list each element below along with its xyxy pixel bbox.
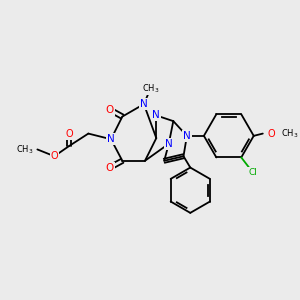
Text: CH$_3$: CH$_3$ [16,143,34,156]
Text: O: O [106,163,114,172]
Text: O: O [267,129,275,139]
Text: CH$_3$: CH$_3$ [281,127,298,140]
Text: O: O [106,105,114,115]
Text: O: O [65,129,73,139]
Text: Cl: Cl [248,168,257,177]
Text: CH$_3$: CH$_3$ [142,82,159,94]
Text: N: N [165,139,172,149]
Text: O: O [51,151,58,161]
Text: N: N [107,134,115,144]
Text: N: N [140,99,148,109]
Text: N: N [152,110,160,121]
Text: N: N [183,131,191,141]
